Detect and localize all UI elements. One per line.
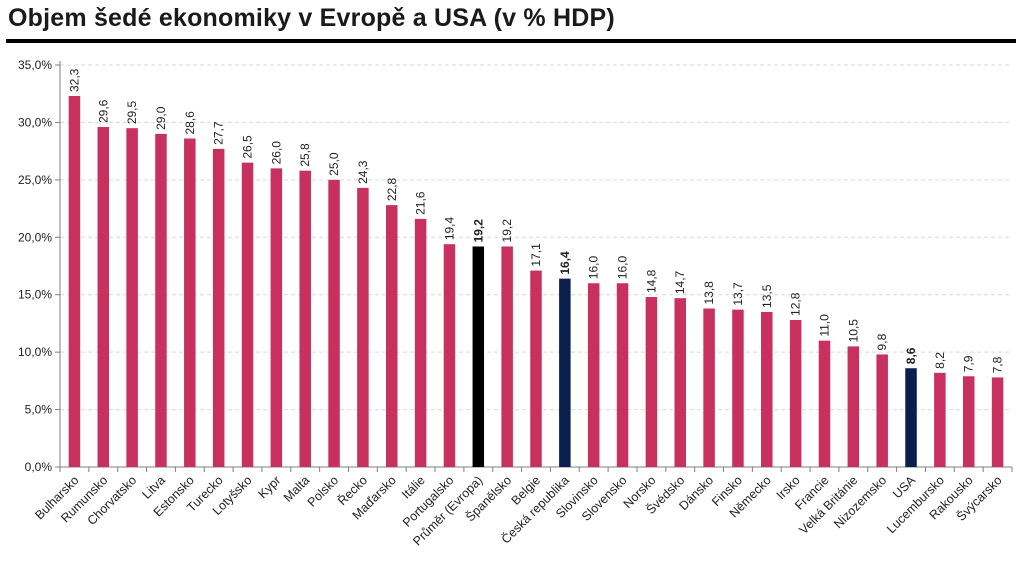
value-label: 10,5 [846,319,860,343]
value-label: 11,0 [817,314,831,337]
y-tick-label: 30,0% [18,115,52,129]
value-label: 29,6 [96,99,110,123]
bars [68,96,1004,468]
bar [414,218,427,467]
value-label: 29,0 [154,106,168,130]
y-tick-label: 5,0% [25,403,53,417]
bar [68,96,81,468]
value-label: 28,6 [183,111,197,135]
bar [501,246,513,467]
bar [703,308,715,467]
bar [184,138,196,467]
value-label: 16,4 [558,251,572,275]
chart-title: Objem šedé ekonomiky v Evropě a USA (v %… [8,4,615,32]
value-labels: 32,3 29,6 29,5 29,0 28,6 27,7 26,5 26,0 25,8 25,0… [67,68,1004,373]
bar [847,346,860,467]
bar [443,244,456,467]
value-label: 25,8 [298,143,312,167]
value-label: 8,6 [904,347,918,364]
bar [97,127,110,467]
value-label: 24,3 [356,160,370,184]
bar [991,377,1004,467]
y-tick-label: 15,0% [18,288,52,302]
bar [328,179,340,467]
category-label: Polsko [305,473,341,509]
value-label: 32,3 [67,68,81,92]
bar [587,283,600,467]
y-tick-label: 10,0% [18,345,52,359]
value-label: 29,5 [125,100,139,124]
value-label: 14,8 [644,269,658,293]
bar [155,133,167,467]
value-label: 13,8 [702,281,716,305]
value-label: 14,7 [673,270,687,294]
value-label: 19,2 [500,219,514,243]
bar [212,148,225,468]
value-label: 19,4 [442,216,456,240]
value-label: 9,8 [875,333,889,350]
bar [818,340,831,467]
value-label: 7,9 [962,355,976,372]
bar [357,187,369,467]
value-label: 26,0 [269,141,283,165]
value-label: 13,5 [760,284,774,308]
y-tick-label: 35,0% [18,58,52,72]
bar [386,205,398,467]
value-label: 27,7 [212,121,226,145]
title-underline [6,39,1016,43]
bar [876,354,888,467]
bar [732,309,744,467]
category-label: Kypr [255,473,283,501]
y-tick-label: 25,0% [18,173,52,187]
bar [270,168,283,467]
value-label: 8,2 [933,352,947,369]
bar [962,376,975,467]
bar [299,170,311,467]
bar [559,278,571,467]
bar [616,283,629,467]
value-label: 22,8 [385,177,399,201]
bar [789,319,802,467]
value-label: 19,2 [471,219,485,243]
y-tick-label: 20,0% [18,230,52,244]
value-label: 17,1 [529,243,543,267]
value-label: 25,0 [327,152,341,176]
value-label: 21,6 [414,191,428,215]
bar [761,311,773,467]
bar [530,270,542,467]
value-label: 7,8 [991,356,1005,373]
bar [934,372,946,467]
bar [905,368,917,467]
y-tick-label: 0,0% [25,460,53,474]
bar [645,297,658,467]
value-label: 16,0 [587,256,601,280]
value-label: 26,5 [241,135,255,159]
bar [126,128,138,467]
value-label: 12,8 [789,292,803,316]
bar [674,298,686,467]
value-label: 16,0 [616,256,630,280]
bar [241,162,254,467]
bar [472,246,485,467]
value-label: 13,7 [731,282,745,306]
